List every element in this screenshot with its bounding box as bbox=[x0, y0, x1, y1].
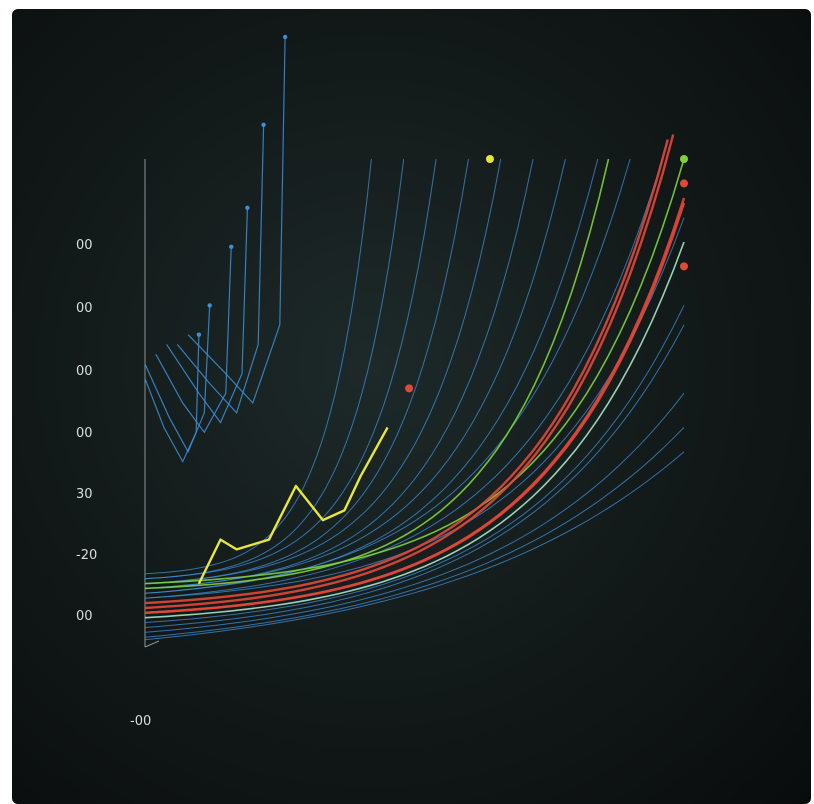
spike-dot-4 bbox=[261, 122, 266, 128]
y-tick-label-2: 00 bbox=[76, 364, 93, 379]
curve-blue-2 bbox=[144, 158, 631, 594]
spike-dot-0 bbox=[196, 332, 202, 337]
curve-blue-21 bbox=[144, 427, 685, 638]
y-tick-label-5: -20 bbox=[76, 548, 97, 563]
tick-labels: 00 00 00 00 30 -20 00 -00 bbox=[76, 238, 151, 729]
marker-yellow-0 bbox=[485, 155, 494, 163]
curve-blue-18 bbox=[144, 305, 685, 624]
curve-blue-9 bbox=[144, 158, 405, 580]
curve-green-12 bbox=[144, 158, 685, 585]
curve-blue-22 bbox=[144, 451, 685, 641]
spike-line-3 bbox=[166, 207, 248, 424]
spike-dot-2 bbox=[229, 244, 234, 250]
marker-red-3 bbox=[680, 262, 688, 271]
chart-frame: 00 00 00 00 30 -20 00 -00 bbox=[12, 9, 811, 804]
curve-blue-7 bbox=[144, 158, 469, 585]
curve-series bbox=[144, 134, 686, 641]
spike-line-4 bbox=[176, 124, 265, 414]
curve-red-13 bbox=[144, 134, 675, 610]
marker-green-1 bbox=[680, 155, 688, 163]
spike-line-1 bbox=[144, 305, 211, 454]
curve-blue-19 bbox=[144, 324, 685, 628]
y-tick-label-3: 00 bbox=[76, 426, 93, 441]
spike-series bbox=[144, 34, 288, 463]
curve-blue-8 bbox=[144, 158, 437, 580]
x-axis-stub bbox=[144, 640, 160, 648]
spike-line-0 bbox=[144, 334, 200, 463]
end-markers bbox=[405, 155, 688, 393]
curve-red-14 bbox=[144, 139, 669, 605]
y-tick-label-0: 00 bbox=[76, 238, 93, 253]
marker-red-2 bbox=[680, 179, 688, 188]
y-tick-label-1: 00 bbox=[76, 301, 93, 316]
curve-red-15 bbox=[144, 197, 686, 614]
curve-blue-10 bbox=[144, 158, 372, 575]
y-tick-label-4: 30 bbox=[76, 487, 93, 502]
spike-line-5 bbox=[187, 36, 286, 405]
x-tick-label-0: -00 bbox=[130, 714, 151, 729]
y-tick-label-6: 00 bbox=[76, 609, 93, 624]
spike-dot-3 bbox=[245, 205, 250, 210]
curve-blue-5 bbox=[144, 158, 534, 589]
axes bbox=[144, 159, 160, 648]
spike-dot-1 bbox=[207, 303, 212, 308]
marker-red-4 bbox=[405, 384, 414, 393]
curve-blue-4 bbox=[144, 158, 566, 589]
curve-blue-1 bbox=[144, 158, 663, 599]
curve-red-16 bbox=[144, 202, 686, 614]
yellow-trace bbox=[197, 426, 389, 585]
spike-line-2 bbox=[155, 246, 232, 434]
yellow-trace-line bbox=[197, 426, 389, 585]
curve-blue-20 bbox=[144, 392, 685, 633]
chart-canvas: 00 00 00 00 30 -20 00 -00 bbox=[76, 34, 688, 729]
curve-blue-3 bbox=[144, 158, 599, 594]
curve-mint-17 bbox=[144, 241, 685, 619]
curve-green-11 bbox=[144, 158, 610, 590]
spike-dot-5 bbox=[282, 34, 288, 40]
